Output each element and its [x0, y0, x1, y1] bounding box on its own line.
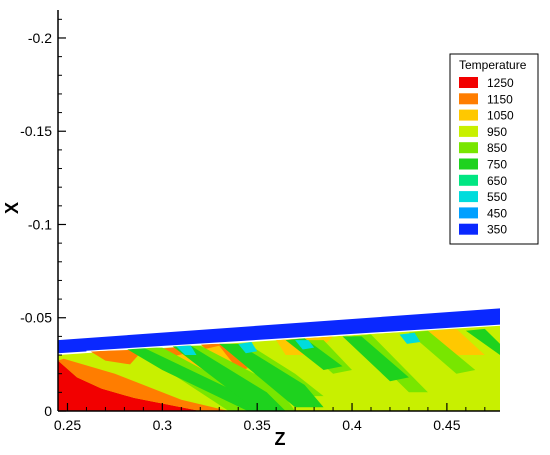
contour-region-1250-1	[58, 360, 201, 411]
legend-label-1150: 1150	[487, 92, 513, 106]
x-tick-label: 0.3	[153, 417, 173, 433]
legend-swatch-850	[459, 142, 478, 154]
legend-label-650: 650	[487, 174, 507, 188]
contour-region-550-23	[295, 340, 315, 350]
x-tick-label: 0.45	[433, 417, 460, 433]
y-axis-title: X	[2, 202, 22, 214]
film-gap-lines	[86, 324, 500, 352]
x-tick-label: 0.4	[342, 417, 362, 433]
legend-title: Temperature	[459, 58, 527, 72]
contour-region-350-25	[58, 308, 500, 354]
film-surface-gap	[86, 324, 500, 352]
contour-region-550-22	[238, 342, 258, 354]
contour-region-550-24	[399, 332, 421, 344]
legend-label-450: 450	[487, 206, 507, 220]
contour-region-750-18	[285, 338, 343, 370]
contour-region-1150-3	[90, 349, 144, 365]
legend-swatch-650	[459, 174, 478, 186]
y-tick-label: -0.15	[20, 123, 52, 139]
y-tick-label: 0	[44, 403, 52, 419]
contour-region-750-19	[342, 336, 409, 382]
contour-region-550-21	[175, 345, 197, 355]
contour-regions	[58, 308, 500, 411]
contour-region-750-20	[465, 328, 500, 355]
legend-label-1250: 1250	[487, 76, 514, 90]
x-axis-title: Z	[275, 429, 286, 449]
y-tick-label: -0.05	[20, 310, 52, 326]
y-tick-label: -0.1	[28, 216, 52, 232]
legend-swatch-1250	[459, 77, 478, 88]
contour-region-750-17	[219, 343, 324, 408]
y-tick-label: -0.2	[28, 30, 52, 46]
legend-swatch-450	[459, 207, 478, 219]
legend-swatch-1050	[459, 109, 478, 121]
x-tick-label: 0.35	[244, 417, 271, 433]
legend-label-1050: 1050	[487, 109, 514, 123]
legend-label-550: 550	[487, 190, 507, 204]
x-tick-label: 0.25	[54, 417, 81, 433]
legend-label-950: 950	[487, 125, 507, 139]
legend-label-850: 850	[487, 141, 507, 155]
legend-swatch-550	[459, 191, 478, 203]
contour-region-850-14	[408, 330, 476, 374]
legend-swatch-350	[459, 223, 478, 235]
contour-region-1150-2	[58, 358, 229, 411]
contour-region-750-16	[171, 345, 286, 411]
legend-swatch-950	[459, 125, 478, 137]
legend-label-350: 350	[487, 223, 507, 237]
legend-swatch-750	[459, 158, 478, 170]
legend-swatch-1150	[459, 93, 478, 105]
legend-label-750: 750	[487, 158, 507, 172]
axes: 0.25 0.3 0.35 0.4 0.45 0 -0.05 -0.1 -0.15 -0.2	[20, 10, 500, 433]
temperature-legend: Temperature 1250 1150 1050 950 850 750 650 550 4…	[449, 53, 539, 245]
